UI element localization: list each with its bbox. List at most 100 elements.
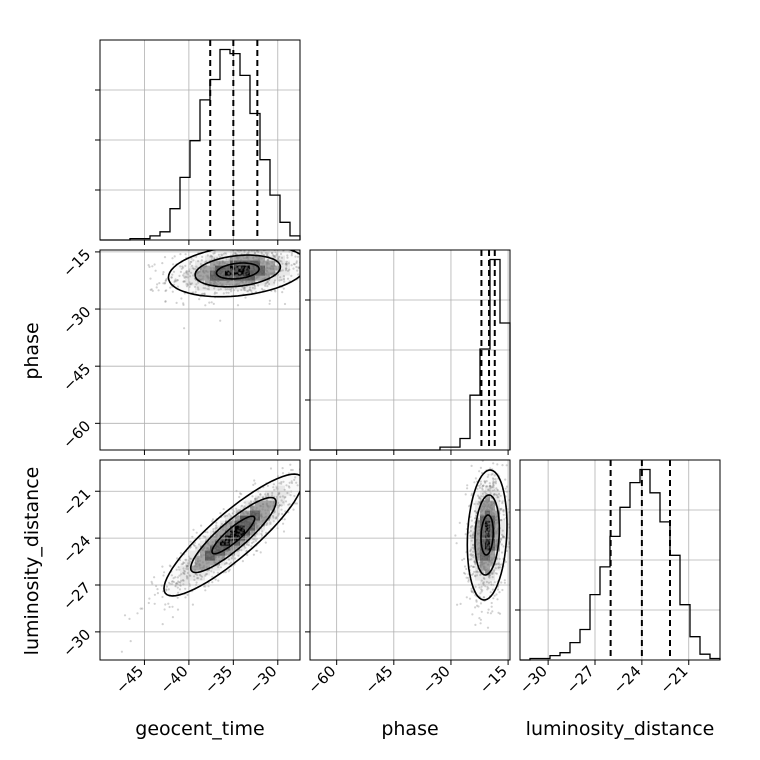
- density-cell: [190, 265, 196, 271]
- panel-luminosity-distance-phase: [309, 459, 511, 661]
- sample-point: [220, 557, 224, 561]
- sample-point: [237, 543, 240, 546]
- sample-point: [470, 558, 473, 561]
- sample-point: [482, 565, 485, 568]
- sample-point: [227, 533, 231, 536]
- sample-point: [221, 273, 224, 276]
- sample-point: [483, 507, 486, 510]
- density-cell: [165, 590, 171, 596]
- sample-point: [252, 553, 255, 556]
- sample-point: [222, 528, 225, 531]
- sample-point: [244, 296, 247, 299]
- sample-point: [172, 580, 175, 584]
- sample-point: [189, 557, 192, 561]
- density-cell: [195, 555, 201, 561]
- sample-point: [212, 282, 216, 285]
- sample-point: [164, 279, 167, 282]
- sample-point: [321, 466, 323, 468]
- sample-point: [267, 244, 269, 246]
- sample-point: [182, 561, 185, 564]
- sample-point: [273, 279, 277, 282]
- sample-point: [467, 578, 470, 582]
- sample-point: [496, 530, 499, 533]
- sample-point: [487, 509, 490, 512]
- sample-point: [478, 561, 481, 564]
- sample-point: [171, 605, 174, 608]
- sample-point: [175, 280, 178, 283]
- density-cell: [260, 495, 266, 501]
- sample-point: [290, 480, 293, 483]
- sample-point: [272, 267, 275, 270]
- sample-point: [250, 520, 253, 523]
- sample-point: [246, 255, 249, 258]
- density-cell: [475, 580, 481, 586]
- sample-point: [253, 270, 256, 273]
- density-cell: [190, 585, 196, 591]
- sample-point: [243, 271, 246, 274]
- sample-point: [487, 473, 490, 476]
- density-cell: [270, 275, 276, 281]
- sample-point: [220, 522, 223, 526]
- sample-point: [312, 238, 314, 240]
- sample-point: [259, 551, 262, 554]
- sample-point: [267, 258, 270, 262]
- sample-point: [490, 512, 493, 515]
- density-cell: [495, 555, 501, 561]
- sample-point: [484, 538, 487, 541]
- sample-point: [170, 276, 173, 279]
- density-cell: [270, 270, 276, 276]
- density-cell: [470, 520, 476, 526]
- sample-point: [272, 255, 275, 258]
- sample-point: [245, 538, 248, 542]
- sample-point: [183, 570, 187, 573]
- sample-point: [164, 300, 167, 303]
- sample-point: [183, 280, 186, 283]
- density-cell: [480, 545, 486, 551]
- sample-point: [241, 523, 244, 526]
- density-cell: [230, 545, 236, 551]
- sample-point: [179, 552, 182, 555]
- density-cell: [490, 555, 496, 561]
- density-cell: [285, 265, 291, 271]
- sample-point: [482, 567, 486, 571]
- density-cell: [285, 475, 291, 481]
- density-cell: [495, 515, 501, 521]
- sample-point: [272, 516, 275, 519]
- sample-point: [151, 265, 154, 268]
- sample-point: [182, 266, 185, 269]
- sample-point: [271, 265, 274, 268]
- density-cell: [235, 555, 241, 561]
- sample-point: [230, 274, 233, 277]
- sample-point: [516, 513, 518, 515]
- sample-point: [129, 640, 132, 643]
- density-cell: [180, 270, 186, 276]
- sample-point: [485, 580, 488, 584]
- sample-point: [491, 557, 494, 561]
- sample-point: [240, 279, 243, 283]
- sample-point: [205, 265, 208, 268]
- sample-point: [474, 560, 477, 563]
- sample-point: [271, 491, 274, 495]
- density-cell: [485, 485, 491, 491]
- sample-point: [492, 493, 496, 496]
- density-cell: [480, 475, 486, 481]
- sample-point: [211, 541, 214, 544]
- sample-point: [514, 502, 516, 504]
- sample-point: [211, 273, 214, 276]
- sample-point: [272, 504, 275, 507]
- sample-point: [486, 521, 489, 524]
- sample-point: [297, 273, 300, 276]
- sample-point: [474, 570, 478, 573]
- sample-point: [486, 518, 489, 522]
- sample-point: [183, 561, 186, 565]
- sample-point: [210, 272, 213, 275]
- sample-point: [255, 258, 258, 261]
- sample-point: [480, 471, 484, 475]
- sample-point: [495, 540, 498, 543]
- sample-point: [475, 570, 479, 573]
- sample-point: [283, 518, 286, 521]
- sample-point: [259, 510, 262, 513]
- sample-point: [216, 280, 220, 283]
- sample-point: [479, 551, 482, 554]
- sample-point: [198, 270, 201, 273]
